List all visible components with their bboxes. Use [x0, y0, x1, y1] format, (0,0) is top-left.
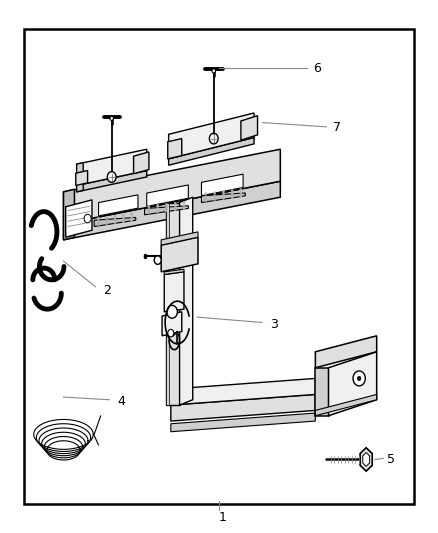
Circle shape — [154, 256, 161, 264]
Polygon shape — [94, 217, 136, 227]
Text: 2: 2 — [103, 284, 111, 297]
Circle shape — [114, 218, 116, 221]
Circle shape — [110, 116, 113, 120]
Circle shape — [166, 206, 167, 209]
Polygon shape — [64, 181, 280, 240]
Circle shape — [122, 214, 124, 217]
Text: 7: 7 — [333, 122, 341, 134]
Circle shape — [209, 133, 218, 144]
Circle shape — [97, 217, 99, 220]
Polygon shape — [64, 189, 74, 240]
Polygon shape — [162, 312, 182, 336]
Circle shape — [114, 221, 116, 224]
Circle shape — [148, 212, 150, 214]
Circle shape — [114, 215, 116, 218]
Circle shape — [357, 376, 361, 381]
Circle shape — [157, 207, 159, 210]
Circle shape — [106, 219, 108, 222]
Polygon shape — [315, 336, 377, 368]
Polygon shape — [241, 116, 258, 140]
Circle shape — [183, 207, 185, 210]
Polygon shape — [363, 453, 370, 466]
Circle shape — [167, 305, 177, 318]
Polygon shape — [66, 200, 92, 237]
Circle shape — [131, 219, 133, 222]
Text: 1: 1 — [219, 511, 227, 523]
Circle shape — [240, 195, 242, 197]
Circle shape — [131, 216, 133, 219]
Circle shape — [131, 213, 133, 216]
Circle shape — [212, 69, 215, 73]
Circle shape — [106, 216, 108, 219]
Polygon shape — [169, 113, 254, 159]
Polygon shape — [201, 174, 243, 196]
Circle shape — [231, 189, 233, 192]
Circle shape — [174, 205, 176, 208]
Polygon shape — [164, 272, 184, 312]
Polygon shape — [99, 195, 138, 216]
Polygon shape — [315, 394, 377, 416]
Circle shape — [214, 191, 216, 194]
Circle shape — [222, 191, 224, 193]
Circle shape — [222, 197, 224, 200]
Circle shape — [166, 209, 167, 212]
Circle shape — [84, 214, 91, 223]
Polygon shape — [164, 269, 184, 274]
Polygon shape — [77, 149, 147, 185]
Polygon shape — [166, 203, 169, 405]
Circle shape — [205, 196, 207, 199]
Polygon shape — [77, 171, 147, 192]
Polygon shape — [171, 378, 315, 405]
Polygon shape — [328, 352, 377, 416]
Circle shape — [166, 203, 167, 206]
Circle shape — [97, 220, 99, 223]
Circle shape — [183, 204, 185, 207]
Circle shape — [214, 198, 216, 200]
Polygon shape — [147, 185, 188, 206]
Polygon shape — [145, 206, 188, 215]
Polygon shape — [76, 171, 88, 185]
Circle shape — [122, 220, 124, 223]
Circle shape — [157, 211, 159, 213]
Circle shape — [174, 202, 176, 205]
Circle shape — [97, 223, 99, 226]
Circle shape — [174, 208, 176, 211]
Polygon shape — [161, 232, 198, 245]
Polygon shape — [161, 237, 198, 272]
Text: 3: 3 — [270, 318, 278, 330]
Polygon shape — [64, 149, 280, 224]
Circle shape — [148, 208, 150, 211]
Polygon shape — [77, 163, 83, 192]
Circle shape — [122, 217, 124, 220]
Circle shape — [183, 201, 185, 204]
Circle shape — [231, 196, 233, 199]
Circle shape — [168, 329, 174, 337]
Circle shape — [106, 222, 108, 225]
Polygon shape — [171, 413, 315, 432]
Text: 4: 4 — [117, 395, 125, 408]
Circle shape — [214, 195, 216, 197]
Circle shape — [205, 193, 207, 195]
Polygon shape — [168, 139, 182, 159]
Circle shape — [240, 189, 242, 191]
Polygon shape — [315, 368, 328, 416]
Polygon shape — [134, 152, 149, 174]
Circle shape — [157, 204, 159, 207]
Polygon shape — [360, 448, 372, 471]
Circle shape — [222, 193, 224, 196]
Polygon shape — [169, 138, 254, 165]
Polygon shape — [171, 394, 315, 421]
Circle shape — [107, 172, 116, 182]
Text: 5: 5 — [387, 453, 395, 466]
Circle shape — [353, 371, 365, 386]
Polygon shape — [201, 193, 245, 203]
Circle shape — [240, 191, 242, 194]
Circle shape — [148, 205, 150, 208]
Text: 6: 6 — [314, 62, 321, 75]
Polygon shape — [180, 197, 193, 405]
Polygon shape — [166, 203, 180, 405]
Circle shape — [205, 199, 207, 201]
Circle shape — [231, 193, 233, 195]
